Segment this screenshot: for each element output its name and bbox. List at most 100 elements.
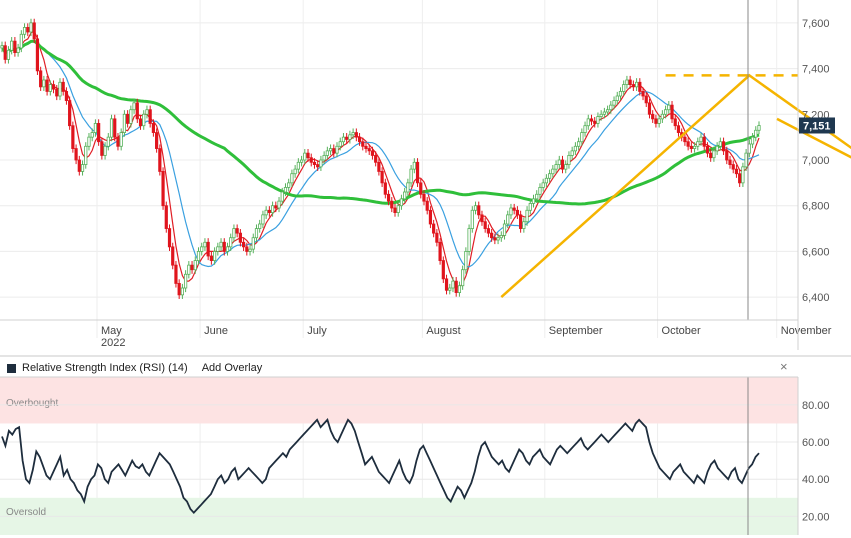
pattern-trendline (500, 73, 851, 299)
candle-body (151, 123, 155, 133)
candle-body (184, 273, 188, 289)
ma-slow-line (0, 39, 760, 206)
candle-body (383, 182, 387, 195)
candle-body (332, 148, 336, 154)
candle-body (171, 246, 175, 266)
candle-body (634, 81, 639, 88)
candle-body (631, 84, 635, 88)
candle-body (615, 95, 619, 101)
candle-body (361, 141, 365, 147)
add-overlay-button[interactable]: Add Overlay (201, 362, 263, 374)
candle-body (386, 193, 391, 202)
candle-body (464, 251, 468, 271)
candle-body (709, 152, 713, 159)
candle-body (525, 209, 529, 223)
candle-body (483, 221, 487, 229)
candle-body (64, 91, 69, 101)
candle-body (606, 109, 610, 113)
candle-body (254, 228, 259, 239)
candle-body (435, 232, 439, 243)
candle-body (309, 157, 313, 163)
candle-body (731, 164, 735, 170)
last-price-label: 7,151 (803, 120, 831, 132)
candle-body (496, 237, 500, 241)
candle-body (415, 161, 420, 184)
candle-body (406, 182, 410, 193)
last-price-box (799, 117, 835, 134)
candle-body (13, 40, 17, 53)
rsi-gridlines (0, 404, 798, 517)
rsi-line (1, 418, 760, 515)
candle-body (158, 148, 162, 172)
candle-body (692, 145, 697, 149)
candle-body (535, 193, 539, 200)
candle-body (299, 159, 304, 163)
candle-body (26, 27, 30, 33)
candle-body (42, 79, 46, 88)
candle-body (290, 173, 294, 184)
price-tick-label: 6,400 (802, 292, 830, 304)
candle-body (90, 132, 94, 138)
candle-body (48, 84, 52, 92)
candle-body (325, 150, 329, 156)
candle-body (509, 207, 513, 216)
candle-body (738, 173, 742, 184)
candle-body (502, 223, 507, 236)
last-price-marker: 7,151 (799, 117, 835, 134)
candle-body (126, 113, 130, 124)
candle-body (705, 145, 710, 154)
candle-body (213, 251, 217, 261)
candle-body (248, 248, 252, 252)
candle-body (148, 109, 152, 124)
candle-body (560, 159, 565, 170)
overbought-zone (0, 377, 798, 424)
close-rsi-icon[interactable]: × (780, 359, 788, 374)
price-tick-label: 7,400 (802, 64, 830, 76)
candle-body (438, 241, 442, 261)
candle-body (261, 214, 265, 225)
candle-body (316, 164, 320, 168)
candle-body (754, 129, 758, 138)
candle-body (641, 91, 645, 97)
candle-body (599, 113, 603, 117)
candle-body (200, 246, 204, 252)
candle-body (380, 171, 384, 184)
candle-body (473, 205, 478, 211)
candle-body (522, 221, 526, 229)
candle-body (499, 235, 503, 239)
candle-body (74, 148, 78, 161)
rsi-series-line (1, 418, 760, 515)
rsi-color-swatch (7, 363, 16, 373)
candle-body (180, 287, 184, 296)
candle-body (734, 168, 739, 175)
candle-body (196, 251, 201, 261)
candle-body (293, 168, 297, 175)
candle-body (319, 159, 323, 168)
rsi-title: Relative Strength Index (RSI) (14) (22, 362, 188, 374)
candle-body (647, 102, 652, 115)
candle-body (238, 232, 242, 243)
candle-body (322, 155, 326, 161)
candle-body (0, 45, 4, 49)
candle-body (577, 141, 581, 147)
candle-body (145, 109, 149, 115)
year-label: 2022 (101, 337, 125, 349)
month-separators (96, 0, 778, 535)
candle-body (551, 168, 555, 175)
candle-body (644, 95, 648, 104)
candle-body (612, 100, 616, 106)
month-label: September (549, 325, 603, 337)
candle-body (718, 141, 722, 147)
candle-body (528, 203, 532, 211)
candle-body (354, 132, 358, 138)
candle-body (628, 79, 632, 85)
candle-body (119, 132, 123, 147)
candle-body (689, 145, 693, 149)
candle-body (29, 22, 33, 33)
candle-body (567, 155, 571, 165)
candle-body (670, 104, 674, 120)
candle-body (486, 228, 491, 234)
candle-body (477, 205, 481, 216)
